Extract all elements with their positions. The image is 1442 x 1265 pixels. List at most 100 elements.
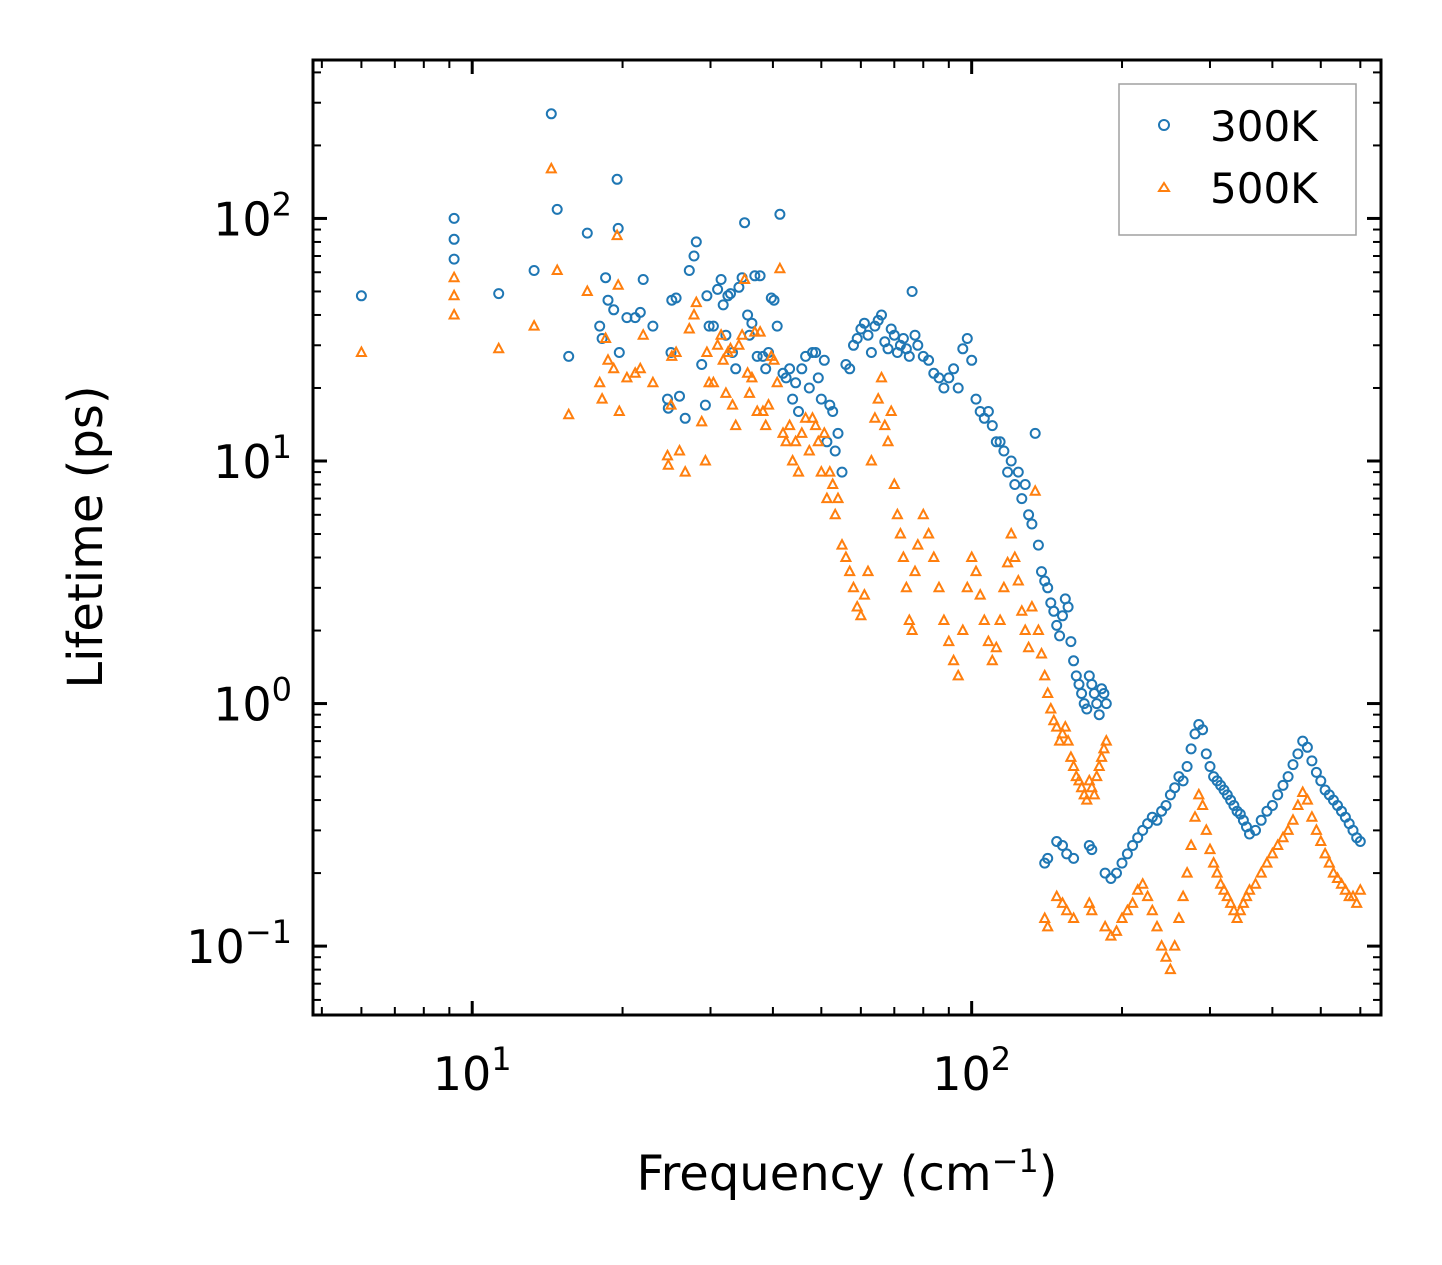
point-500k-61 — [773, 261, 787, 274]
point-300k-80 — [832, 427, 844, 439]
point-500k-205 — [1260, 855, 1274, 868]
point-500k-212 — [1296, 785, 1309, 797]
point-500k-219 — [1327, 865, 1340, 878]
point-500k-110 — [942, 634, 955, 647]
point-300k-74 — [815, 393, 827, 405]
point-500k-200 — [1237, 896, 1250, 908]
point-300k-39 — [715, 274, 727, 285]
point-300k-127 — [1012, 466, 1024, 478]
point-300k-197 — [1228, 800, 1240, 811]
point-500k-49 — [741, 366, 754, 378]
point-500k-211 — [1291, 798, 1305, 810]
point-500k-172 — [1126, 896, 1139, 908]
x-tick-label-exponent: 2 — [991, 1040, 1011, 1078]
point-500k-66 — [789, 434, 802, 447]
point-500k-76 — [820, 491, 834, 504]
point-300k-7 — [551, 203, 563, 215]
series-500k — [355, 161, 1367, 975]
point-500k-13 — [601, 353, 615, 365]
point-500k-63 — [779, 434, 793, 447]
point-500k-41 — [719, 386, 733, 398]
point-500k-210 — [1286, 813, 1300, 825]
point-500k-165 — [1083, 896, 1096, 908]
point-500k-208 — [1276, 830, 1290, 843]
point-500k-55 — [756, 404, 770, 416]
point-500k-117 — [974, 587, 987, 600]
point-500k-139 — [1050, 719, 1063, 732]
legend-marker-500k — [1157, 181, 1171, 192]
point-300k-116 — [970, 393, 982, 405]
point-300k-211 — [1292, 748, 1304, 760]
point-500k-170 — [1115, 911, 1129, 923]
point-300k-148 — [1076, 688, 1088, 699]
point-500k-127 — [1012, 573, 1025, 586]
point-300k-83 — [844, 363, 856, 375]
point-500k-86 — [854, 608, 868, 621]
point-500k-189 — [1200, 823, 1213, 835]
point-500k-3 — [447, 307, 461, 320]
point-300k-134 — [1036, 566, 1047, 578]
point-500k-10 — [593, 375, 606, 388]
point-500k-123 — [997, 580, 1011, 593]
point-500k-80 — [831, 491, 845, 504]
point-500k-225 — [1350, 896, 1363, 908]
data-points — [355, 108, 1367, 975]
point-500k-69 — [799, 411, 812, 423]
plot-frame — [311, 58, 1383, 1017]
point-300k-64 — [784, 363, 796, 375]
point-300k-172 — [1127, 840, 1139, 851]
point-300k-124 — [1002, 466, 1014, 478]
point-500k-143 — [1061, 733, 1075, 746]
y-tick-label: 101 — [213, 428, 292, 489]
point-500k-53 — [751, 404, 764, 416]
point-500k-116 — [969, 564, 983, 577]
point-500k-156 — [1095, 750, 1108, 762]
point-500k-185 — [1184, 838, 1198, 850]
point-300k-133 — [1032, 539, 1044, 551]
point-500k-186 — [1188, 810, 1202, 822]
point-300k-95 — [885, 323, 897, 335]
point-300k-10 — [594, 320, 606, 332]
point-500k-154 — [1090, 769, 1103, 782]
point-300k-29 — [679, 412, 691, 424]
point-300k-65 — [787, 393, 799, 405]
point-500k-98 — [894, 526, 907, 539]
point-500k-82 — [839, 550, 853, 562]
point-500k-204 — [1255, 865, 1268, 878]
point-500k-188 — [1196, 798, 1209, 810]
point-500k-191 — [1207, 855, 1220, 868]
point-300k-22 — [647, 320, 659, 332]
y-axis-title: Lifetime (ps) — [58, 385, 114, 688]
point-300k-114 — [961, 333, 973, 344]
point-500k-180 — [1164, 962, 1177, 975]
point-500k-75 — [818, 426, 831, 438]
point-300k-169 — [1111, 867, 1122, 879]
point-500k-59 — [767, 353, 781, 365]
point-300k-157 — [1098, 688, 1110, 699]
point-500k-177 — [1150, 919, 1164, 932]
point-300k-68 — [796, 363, 808, 375]
point-500k-190 — [1203, 842, 1217, 855]
point-300k-33 — [696, 359, 708, 370]
point-300k-128 — [1016, 493, 1028, 505]
point-500k-222 — [1339, 883, 1352, 895]
point-500k-112 — [952, 668, 965, 681]
point-300k-164 — [1068, 852, 1080, 864]
y-tick-label-base: 10 — [213, 678, 272, 732]
point-500k-32 — [690, 295, 703, 308]
x-tick-label-base: 10 — [932, 1047, 991, 1101]
point-300k-30 — [683, 265, 695, 276]
point-500k-25 — [664, 397, 678, 410]
point-500k-226 — [1354, 883, 1367, 895]
point-500k-72 — [809, 418, 822, 431]
point-300k-58 — [765, 292, 777, 304]
point-300k-204 — [1255, 814, 1267, 826]
point-300k-132 — [1029, 427, 1041, 439]
x-tick-label-base: 10 — [433, 1047, 492, 1101]
point-300k-208 — [1277, 779, 1289, 791]
point-500k-78 — [826, 477, 839, 489]
point-500k-89 — [865, 453, 878, 466]
point-500k-132 — [1029, 484, 1042, 496]
point-300k-214 — [1306, 755, 1318, 767]
